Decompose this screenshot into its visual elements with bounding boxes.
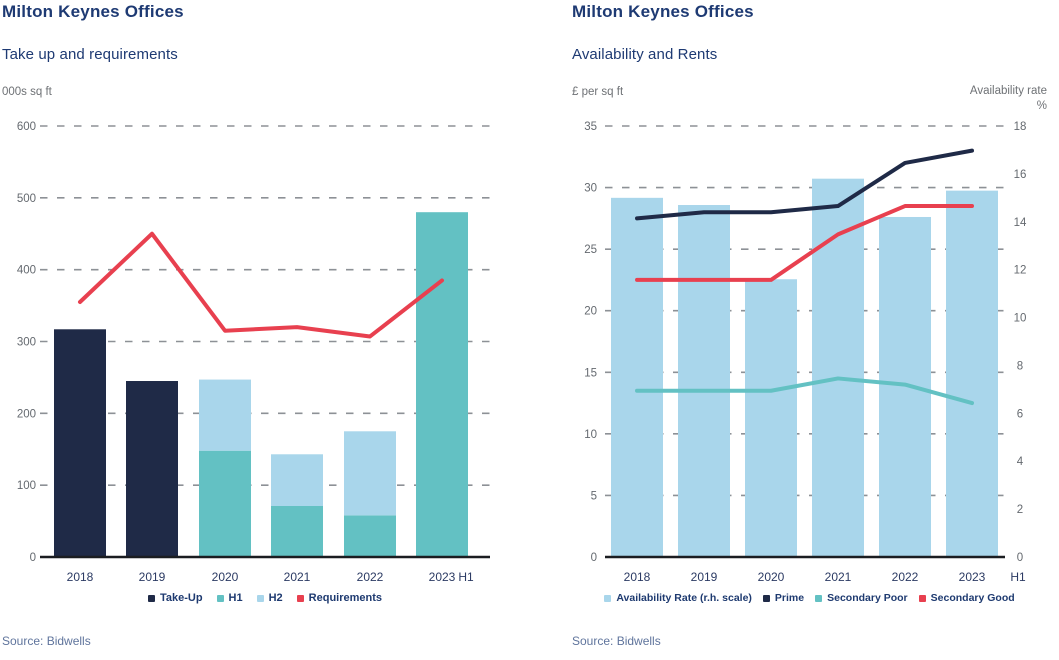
legend-label: Requirements: [308, 592, 383, 604]
left-y-tick-label: 500: [17, 193, 36, 205]
left-y-tick-label: 100: [17, 480, 36, 492]
takeup-chart-legend: Take-Up H1 H2 Requirements: [0, 592, 530, 604]
right-y-tick-label: 14: [1014, 217, 1027, 229]
x-tick-label: 2022: [892, 570, 919, 584]
line-secondary-good: [635, 204, 974, 282]
bar-2021-h2: [271, 454, 323, 506]
y-axis-unit-label: 000s sq ft: [2, 86, 52, 98]
bar-2021-availability-rate-r-h-scale-: [812, 178, 864, 557]
bar-2023-availability-rate-r-h-scale-: [946, 190, 998, 557]
legend-swatch-icon: [296, 594, 304, 602]
legend-label: Take-Up: [159, 592, 203, 604]
bar-2018-availability-rate-r-h-scale-: [611, 197, 663, 557]
left-y-axis-unit-label: £ per sq ft: [572, 86, 624, 98]
availability-chart-svg: 0 5 10 15 20 25 30 35 0 2 4 6 8 10 12 14 16 18 2018 2019 202…: [584, 121, 1027, 584]
right-y-tick-label: 2: [1017, 504, 1023, 516]
left-y-tick-label: 15: [584, 367, 597, 379]
chart-title: Milton Keynes Offices: [2, 2, 184, 21]
right-y-tick-label: 18: [1014, 121, 1027, 133]
right-y-tick-label: 16: [1014, 169, 1027, 181]
left-y-tick-label: 10: [584, 429, 597, 441]
chart-subtitle: Availability and Rents: [572, 46, 718, 63]
x-tick-label: 2023: [959, 570, 986, 584]
legend-item: Secondary Poor: [815, 592, 908, 604]
legend-label: Availability Rate (r.h. scale): [616, 592, 752, 604]
availability-chart-panel: Milton Keynes Offices Availability and R…: [560, 0, 1059, 660]
right-y-tick-label: 8: [1017, 360, 1023, 372]
left-y-tick-label: 25: [584, 244, 597, 256]
legend-item: Secondary Good: [918, 592, 1015, 604]
right-y-tick-label: 0: [1017, 552, 1023, 564]
legend-label: H2: [268, 592, 283, 604]
line-prime: [635, 148, 974, 221]
legend-label: Prime: [774, 592, 805, 604]
legend-swatch-icon: [762, 594, 770, 602]
left-y-tick-label: 0: [591, 552, 597, 564]
left-y-tick-label: 600: [17, 121, 36, 133]
legend-item: Requirements: [296, 592, 383, 604]
legend-item: H1: [216, 592, 243, 604]
x-tick-label: 2018: [67, 570, 94, 584]
x-tick-label: 2020: [212, 570, 239, 584]
line-requirements: [78, 231, 444, 339]
left-y-tick-label: 5: [591, 490, 597, 502]
legend-swatch-icon: [918, 594, 926, 602]
right-y-tick-label: 6: [1017, 408, 1023, 420]
x-tick-label: 2019: [691, 570, 718, 584]
legend-item: Take-Up: [147, 592, 203, 604]
x-tick-label: 2019: [139, 570, 166, 584]
right-y-axis-unit-label: Availability rate %: [969, 85, 1047, 112]
legend-swatch-icon: [216, 594, 224, 602]
left-y-tick-label: 0: [30, 552, 36, 564]
bar-2022-h2: [344, 431, 396, 516]
line-secondary-poor: [635, 376, 974, 406]
legend-item: Prime: [762, 592, 805, 604]
legend-label: Secondary Poor: [827, 592, 908, 604]
takeup-chart-svg: 0 100 200 300 400 500 600 2018 2019 2020 2021 2022 2…: [17, 121, 490, 584]
left-y-tick-label: 30: [584, 183, 597, 195]
x-tick-label: 2021: [825, 570, 852, 584]
bar-2020-h1: [199, 450, 251, 557]
right-y-tick-label: 4: [1017, 456, 1024, 468]
legend-label: H1: [228, 592, 243, 604]
source-label: Source: Bidwells: [572, 634, 661, 648]
legend-swatch-icon: [256, 594, 264, 602]
legend-swatch-icon: [147, 594, 155, 602]
legend-item: Availability Rate (r.h. scale): [604, 592, 752, 604]
left-y-tick-label: 400: [17, 265, 36, 277]
bar-2019-take-up: [126, 381, 178, 557]
x-tick-label: 2023: [429, 570, 456, 584]
left-y-tick-label: 20: [584, 306, 597, 318]
x-tick-label: 2018: [624, 570, 651, 584]
left-y-tick-label: 200: [17, 408, 36, 420]
x-extra-label: H1: [1010, 570, 1026, 584]
bar-2022-availability-rate-r-h-scale-: [879, 216, 931, 557]
chart-subtitle: Take up and requirements: [2, 46, 178, 63]
right-y-tick-label: 12: [1014, 265, 1027, 277]
legend-swatch-icon: [815, 594, 823, 602]
bar-2020-h2: [199, 379, 251, 451]
left-y-tick-label: 35: [584, 121, 597, 133]
availability-chart-legend: Availability Rate (r.h. scale) Prime Secon…: [560, 592, 1059, 604]
chart-title: Milton Keynes Offices: [572, 2, 754, 21]
takeup-chart-panel: Milton Keynes Offices Take up and requir…: [0, 2, 530, 648]
left-y-tick-label: 300: [17, 337, 36, 349]
legend-swatch-icon: [604, 594, 612, 602]
bar-2021-h1: [271, 505, 323, 557]
legend-item: H2: [256, 592, 283, 604]
x-tick-label: 2021: [284, 570, 311, 584]
bar-2018-take-up: [54, 329, 106, 557]
bar-2020-availability-rate-r-h-scale-: [745, 279, 797, 557]
x-extra-label: H1: [458, 570, 474, 584]
bar-2019-availability-rate-r-h-scale-: [678, 205, 730, 557]
source-label: Source: Bidwells: [2, 634, 91, 648]
bar-2022-h1: [344, 515, 396, 557]
legend-label: Secondary Good: [930, 592, 1015, 604]
x-tick-label: 2020: [758, 570, 785, 584]
right-y-tick-label: 10: [1014, 313, 1027, 325]
bar-2023-h1: [416, 212, 468, 557]
x-tick-label: 2022: [357, 570, 384, 584]
